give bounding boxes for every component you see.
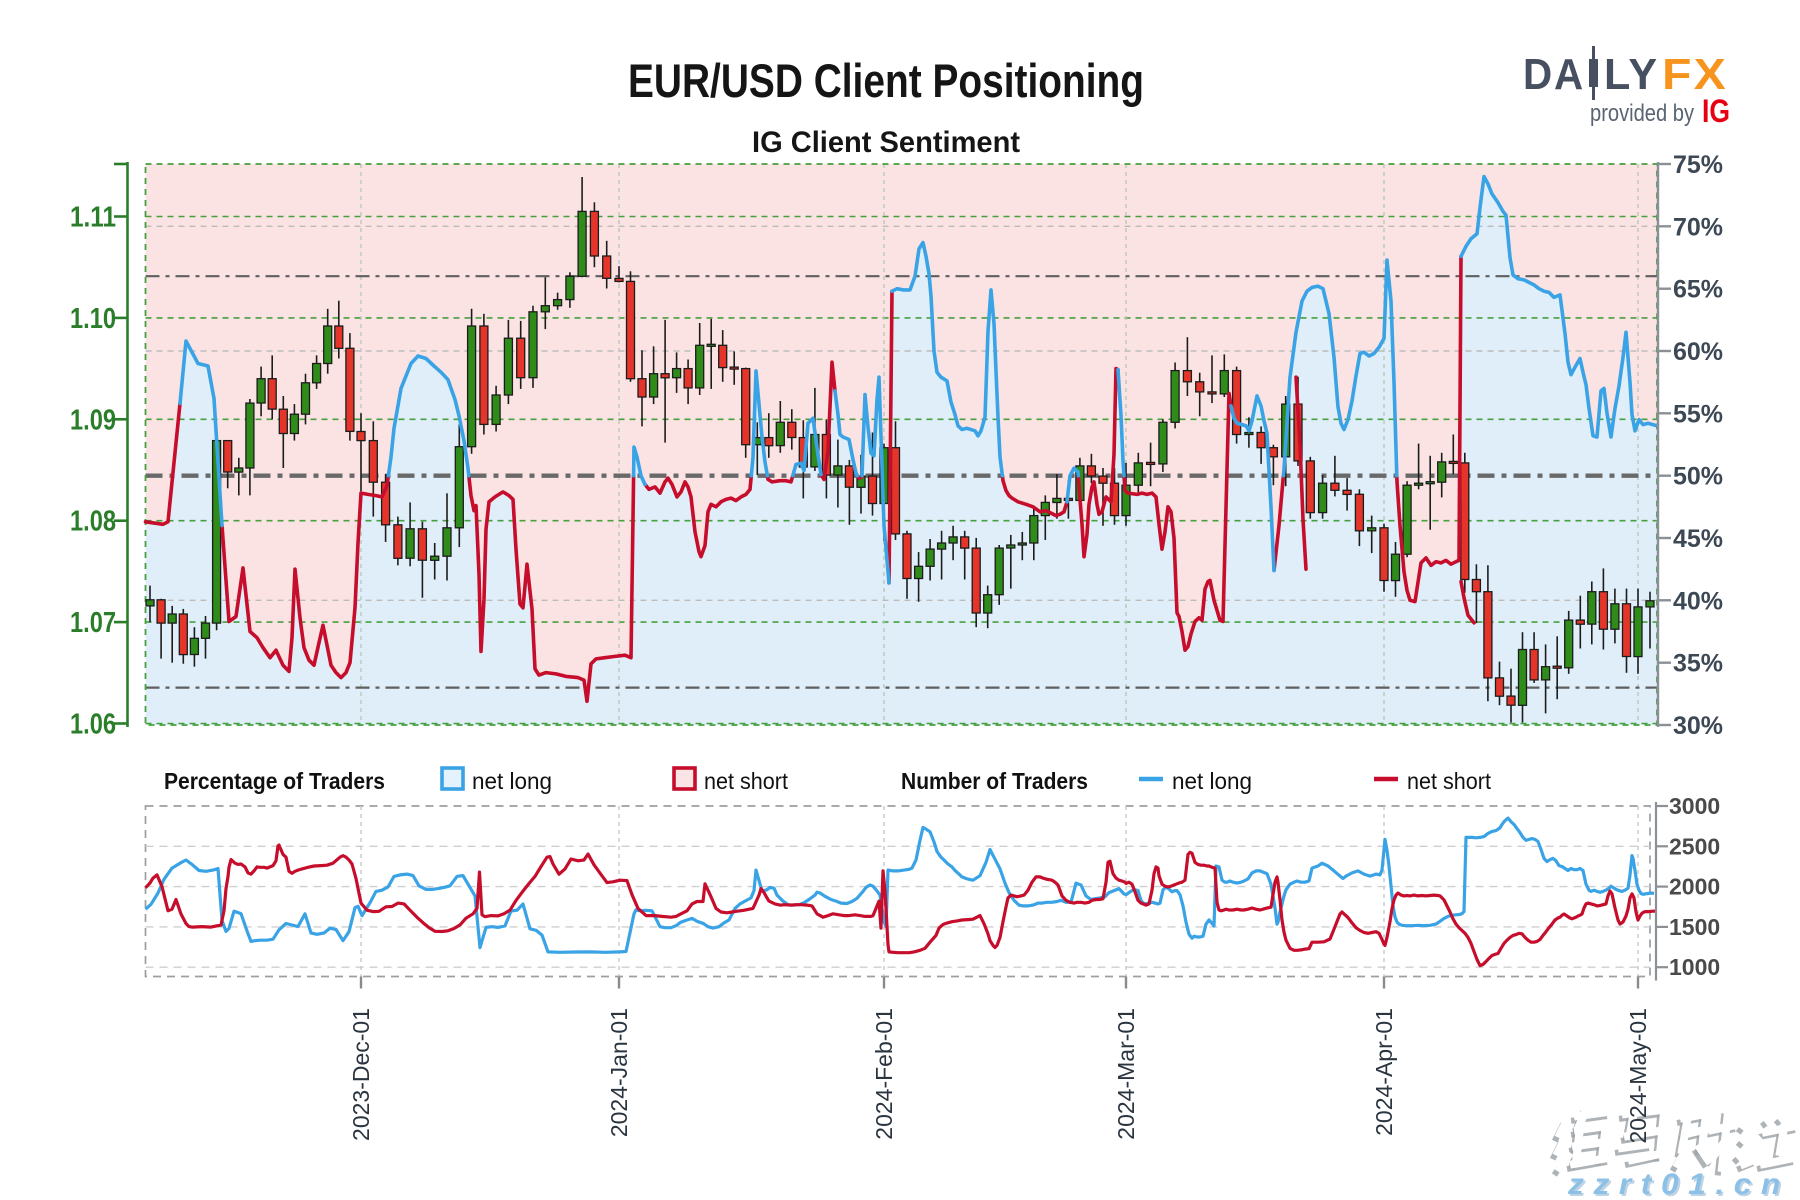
svg-text:2000: 2000 bbox=[1669, 874, 1720, 900]
svg-text:2500: 2500 bbox=[1669, 833, 1720, 859]
svg-text:net short: net short bbox=[704, 768, 789, 794]
svg-text:1.10: 1.10 bbox=[70, 303, 116, 335]
svg-text:DA: DA bbox=[1523, 50, 1585, 99]
svg-text:1500: 1500 bbox=[1669, 914, 1720, 940]
svg-text:2023-Dec-01: 2023-Dec-01 bbox=[348, 1008, 374, 1141]
svg-text:LY: LY bbox=[1604, 50, 1659, 99]
svg-text:65%: 65% bbox=[1673, 276, 1723, 304]
svg-text:55%: 55% bbox=[1673, 400, 1723, 428]
svg-text:1.11: 1.11 bbox=[70, 202, 116, 234]
svg-text:IG: IG bbox=[1702, 93, 1730, 129]
svg-text:45%: 45% bbox=[1673, 525, 1723, 553]
svg-text:IG Client Sentiment: IG Client Sentiment bbox=[752, 126, 1020, 159]
svg-text:1.09: 1.09 bbox=[70, 404, 116, 436]
svg-text:1.08: 1.08 bbox=[70, 506, 116, 538]
svg-text:2024-Feb-01: 2024-Feb-01 bbox=[871, 1008, 897, 1140]
svg-text:40%: 40% bbox=[1673, 587, 1723, 615]
svg-text:2024-Apr-01: 2024-Apr-01 bbox=[1371, 1008, 1397, 1136]
svg-text:net long: net long bbox=[1172, 768, 1252, 794]
svg-text:zzrt01.cn: zzrt01.cn bbox=[1569, 1170, 1792, 1200]
svg-text:net short: net short bbox=[1407, 768, 1492, 794]
svg-text:2024-May-01: 2024-May-01 bbox=[1625, 1008, 1651, 1144]
svg-text:EUR/USD Client Positioning: EUR/USD Client Positioning bbox=[628, 54, 1144, 107]
svg-text:2024-Mar-01: 2024-Mar-01 bbox=[1113, 1008, 1139, 1140]
svg-text:provided by: provided by bbox=[1590, 100, 1694, 127]
svg-text:30%: 30% bbox=[1673, 712, 1723, 740]
svg-text:2024-Jan-01: 2024-Jan-01 bbox=[606, 1008, 632, 1137]
svg-text:zzrt01.cn: zzrt01.cn bbox=[1567, 1168, 1790, 1200]
svg-text:60%: 60% bbox=[1673, 338, 1723, 366]
svg-text:net long: net long bbox=[472, 768, 552, 794]
svg-text:3000: 3000 bbox=[1669, 793, 1720, 819]
svg-text:Percentage of Traders: Percentage of Traders bbox=[164, 768, 385, 794]
svg-text:50%: 50% bbox=[1673, 463, 1723, 491]
svg-text:35%: 35% bbox=[1673, 650, 1723, 678]
svg-text:FX: FX bbox=[1662, 50, 1728, 99]
svg-text:1.07: 1.07 bbox=[70, 607, 116, 639]
svg-text:1000: 1000 bbox=[1669, 954, 1720, 980]
svg-text:75%: 75% bbox=[1673, 151, 1723, 179]
svg-text:Number of Traders: Number of Traders bbox=[901, 768, 1088, 794]
svg-text:1.06: 1.06 bbox=[70, 709, 116, 741]
svg-text:70%: 70% bbox=[1673, 213, 1723, 241]
